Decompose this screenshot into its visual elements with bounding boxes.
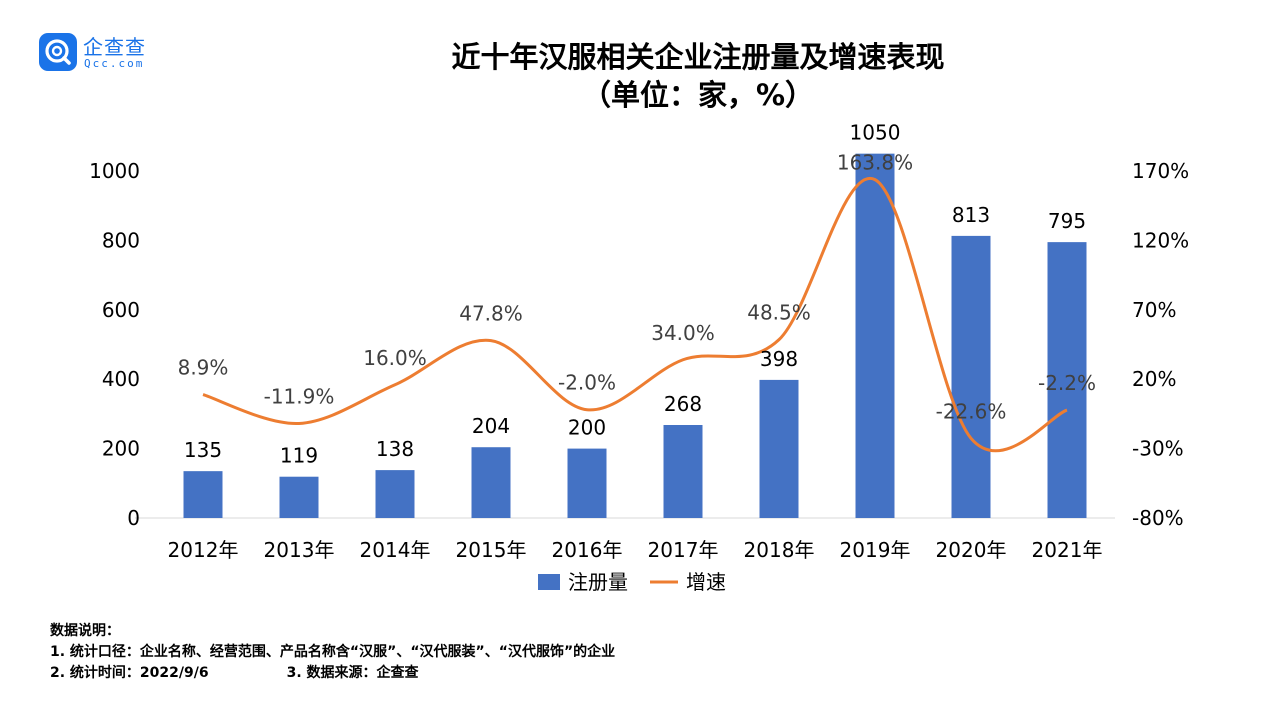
notes-line-2: 2. 统计时间：2022/9/6 3. 数据来源：企查查: [50, 663, 615, 684]
y-right-tick-label: 20%: [1132, 367, 1176, 391]
bar: [375, 470, 415, 518]
growth-line: [202, 176, 1068, 453]
notes-source: 3. 数据来源：企查查: [286, 665, 419, 681]
magnifier-q-logo-icon: [39, 33, 77, 71]
x-tick-label: 2017年: [648, 538, 719, 562]
y-right-tick-label: -80%: [1132, 506, 1184, 530]
line-value-label: -22.6%: [936, 399, 1007, 423]
line-value-label: -11.9%: [264, 384, 335, 408]
x-tick-label: 2016年: [552, 538, 623, 562]
bar-value-label: 268: [664, 392, 702, 416]
bar: [663, 425, 703, 518]
bar-value-label: 398: [760, 347, 798, 371]
bar: [1047, 242, 1087, 518]
y-right-tick-label: 70%: [1132, 298, 1176, 322]
line-value-label: 16.0%: [363, 346, 427, 370]
x-tick-label: 2013年: [264, 538, 335, 562]
x-tick-label: 2021年: [1032, 538, 1103, 562]
bar: [951, 235, 991, 518]
y-left-tick-label: 800: [102, 228, 140, 252]
x-tick-label: 2019年: [840, 538, 911, 562]
bar-value-label: 1050: [850, 121, 901, 145]
x-tick-label: 2014年: [360, 538, 431, 562]
x-tick-label: 2018年: [744, 538, 815, 562]
bar-value-label: 138: [376, 437, 414, 461]
logo-domain: Qcc.com: [84, 57, 145, 70]
x-tick-label: 2020年: [936, 538, 1007, 562]
x-tick-label: 2012年: [168, 538, 239, 562]
bar: [759, 379, 799, 518]
bar-value-label: 795: [1048, 209, 1086, 233]
data-notes: 数据说明： 1. 统计口径：企业名称、经营范围、产品名称含“汉服”、“汉代服装”…: [50, 621, 615, 684]
logo-name: 企查查: [83, 35, 146, 59]
bar-value-label: 813: [952, 203, 990, 227]
bar-value-label: 119: [280, 444, 318, 468]
y-right-tick-label: 170%: [1132, 159, 1189, 183]
line-value-label: 8.9%: [178, 356, 229, 380]
notes-line-1: 1. 统计口径：企业名称、经营范围、产品名称含“汉服”、“汉代服装”、“汉代服饰…: [50, 644, 616, 660]
notes-heading: 数据说明：: [50, 623, 120, 639]
chart-subtitle: （单位：家，%）: [581, 78, 815, 112]
line-value-label: 34.0%: [651, 321, 715, 345]
legend-bar-label: 注册量: [568, 570, 628, 594]
legend-line-label: 增速: [686, 570, 726, 594]
line-value-label: -2.0%: [558, 371, 616, 395]
bar: [471, 447, 511, 518]
qcc-logo: 企查查 Qcc.com: [39, 33, 169, 75]
legend-bar-swatch: [538, 574, 560, 590]
bar-value-label: 135: [184, 438, 222, 462]
bar: [183, 471, 223, 518]
y-left-tick-label: 200: [102, 437, 140, 461]
y-right-tick-label: 120%: [1132, 228, 1189, 252]
line-value-label: 47.8%: [459, 302, 523, 326]
bar-value-label: 200: [568, 416, 606, 440]
x-tick-label: 2015年: [456, 538, 527, 562]
y-right-tick-label: -30%: [1132, 437, 1184, 461]
line-value-label: 48.5%: [747, 301, 811, 325]
bar: [567, 448, 607, 518]
y-left-tick-label: 0: [127, 506, 140, 530]
line-value-label: 163.8%: [837, 151, 913, 175]
line-value-label: -2.2%: [1038, 371, 1096, 395]
chart-title: 近十年汉服相关企业注册量及增速表现: [451, 40, 945, 74]
notes-stat-time: 2. 统计时间：2022/9/6: [50, 665, 209, 681]
y-left-tick-label: 400: [102, 367, 140, 391]
bar: [855, 153, 895, 518]
y-left-tick-label: 600: [102, 298, 140, 322]
bar: [279, 476, 319, 518]
y-left-tick-label: 1000: [89, 159, 140, 183]
bar-value-label: 204: [472, 414, 510, 438]
